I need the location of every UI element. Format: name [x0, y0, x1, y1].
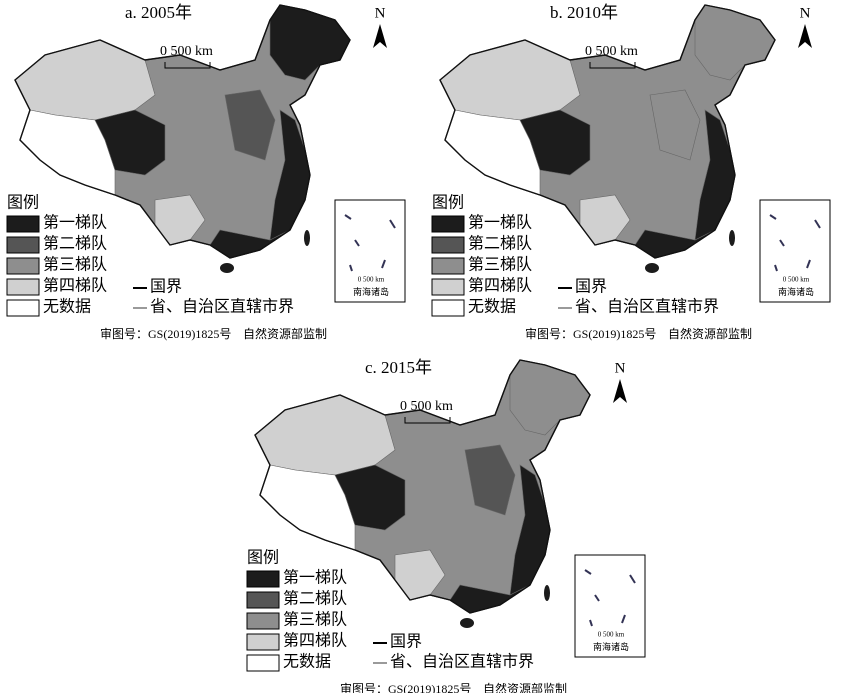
legend-label: 无数据 [468, 298, 516, 316]
legend-swatch [431, 257, 465, 275]
hainan [645, 263, 659, 273]
review-agency: 自然资源部监制 [668, 326, 752, 341]
legend-swatch [246, 612, 280, 630]
north-label: N [615, 360, 626, 376]
province-region [254, 394, 396, 476]
boundary-label: 国界 [150, 278, 182, 296]
map-panel: b. 2010年 0 500 km N 0 500 km 南海诸岛 图例第一梯队第二梯队第… [431, 3, 831, 341]
taiwan [544, 585, 550, 601]
panel-title: b. 2010年 [550, 3, 618, 22]
hainan [460, 618, 474, 628]
legend-label: 第三梯队 [283, 611, 347, 629]
legend-title: 图例 [7, 194, 39, 212]
inset-label: 南海诸岛 [593, 641, 629, 652]
boundary-label: 省、自治区直辖市界 [575, 298, 719, 316]
legend-swatch [246, 570, 280, 588]
north-label: N [375, 5, 386, 21]
province-region [519, 109, 591, 176]
scale-bar [164, 62, 211, 69]
scale-bar-label: 0 500 km [585, 44, 638, 59]
boundary-label: 省、自治区直辖市界 [150, 298, 294, 316]
province-region [694, 4, 776, 81]
legend-swatch [431, 215, 465, 233]
boundary-label: 省、自治区直辖市界 [390, 653, 534, 671]
province-region [224, 89, 276, 161]
legend-label: 第一梯队 [468, 214, 532, 232]
legend-label: 第二梯队 [468, 235, 532, 253]
legend-swatch [246, 654, 280, 672]
legend-label: 第三梯队 [468, 256, 532, 274]
legend-swatch [6, 236, 40, 254]
map-panel: c. 2015年 0 500 km N 0 500 km 南海诸岛 图例第一梯队第二梯队第… [246, 358, 646, 693]
legend-swatch [6, 299, 40, 317]
legend-label: 第二梯队 [43, 235, 107, 253]
inset-islands [584, 569, 636, 627]
legend-swatch [6, 257, 40, 275]
inset-islands [344, 214, 396, 272]
province-region [464, 444, 516, 516]
legend-label: 无数据 [283, 653, 331, 671]
province-region [509, 359, 591, 436]
country-border [254, 359, 591, 614]
legend-swatch [431, 299, 465, 317]
inset-scale: 0 500 km [358, 276, 385, 284]
review-code: 审图号：GS(2019)1825号 [340, 681, 471, 693]
review-agency: 自然资源部监制 [243, 326, 327, 341]
map-panel: a. 2005年 0 500 km N 0 500 km 南海诸岛 图例第一梯队第二梯队第… [6, 3, 406, 341]
province-region [439, 39, 581, 121]
province-region [14, 39, 156, 121]
legend-swatch [431, 278, 465, 296]
legend-swatch [431, 236, 465, 254]
province-region [94, 109, 166, 176]
country-border [439, 4, 776, 259]
legend-swatch [246, 633, 280, 651]
boundary-label: 国界 [575, 278, 607, 296]
scale-bar-label: 0 500 km [400, 399, 453, 414]
inset-scale: 0 500 km [598, 631, 625, 639]
legend-swatch [6, 215, 40, 233]
legend-swatch [6, 278, 40, 296]
province-region [269, 4, 351, 81]
scale-bar-label: 0 500 km [160, 44, 213, 59]
taiwan [729, 230, 735, 246]
inset-label: 南海诸岛 [353, 286, 389, 297]
review-agency: 自然资源部监制 [483, 681, 567, 693]
review-code: 审图号：GS(2019)1825号 [100, 326, 231, 341]
inset-frame [334, 199, 406, 303]
legend-label: 第三梯队 [43, 256, 107, 274]
legend-title: 图例 [247, 549, 279, 567]
legend-label: 第四梯队 [468, 277, 532, 295]
north-arrow [373, 24, 387, 48]
legend-label: 第四梯队 [283, 632, 347, 650]
inset-islands [769, 214, 821, 272]
taiwan [304, 230, 310, 246]
legend-label: 第二梯队 [283, 590, 347, 608]
panel-title: a. 2005年 [125, 3, 192, 22]
panel-title: c. 2015年 [365, 358, 432, 377]
province-region [649, 89, 701, 161]
north-label: N [800, 5, 811, 21]
legend-label: 无数据 [43, 298, 91, 316]
scale-bar [404, 417, 451, 424]
inset-scale: 0 500 km [783, 276, 810, 284]
country-border [14, 4, 351, 259]
legend-label: 第一梯队 [43, 214, 107, 232]
north-arrow [613, 379, 627, 403]
legend-label: 第四梯队 [43, 277, 107, 295]
hainan [220, 263, 234, 273]
legend-title: 图例 [432, 194, 464, 212]
province-region [334, 464, 406, 531]
inset-label: 南海诸岛 [778, 286, 814, 297]
review-code: 审图号：GS(2019)1825号 [525, 326, 656, 341]
legend-swatch [246, 591, 280, 609]
legend-label: 第一梯队 [283, 569, 347, 587]
north-arrow [798, 24, 812, 48]
scale-bar [589, 62, 636, 69]
boundary-label: 国界 [390, 633, 422, 651]
